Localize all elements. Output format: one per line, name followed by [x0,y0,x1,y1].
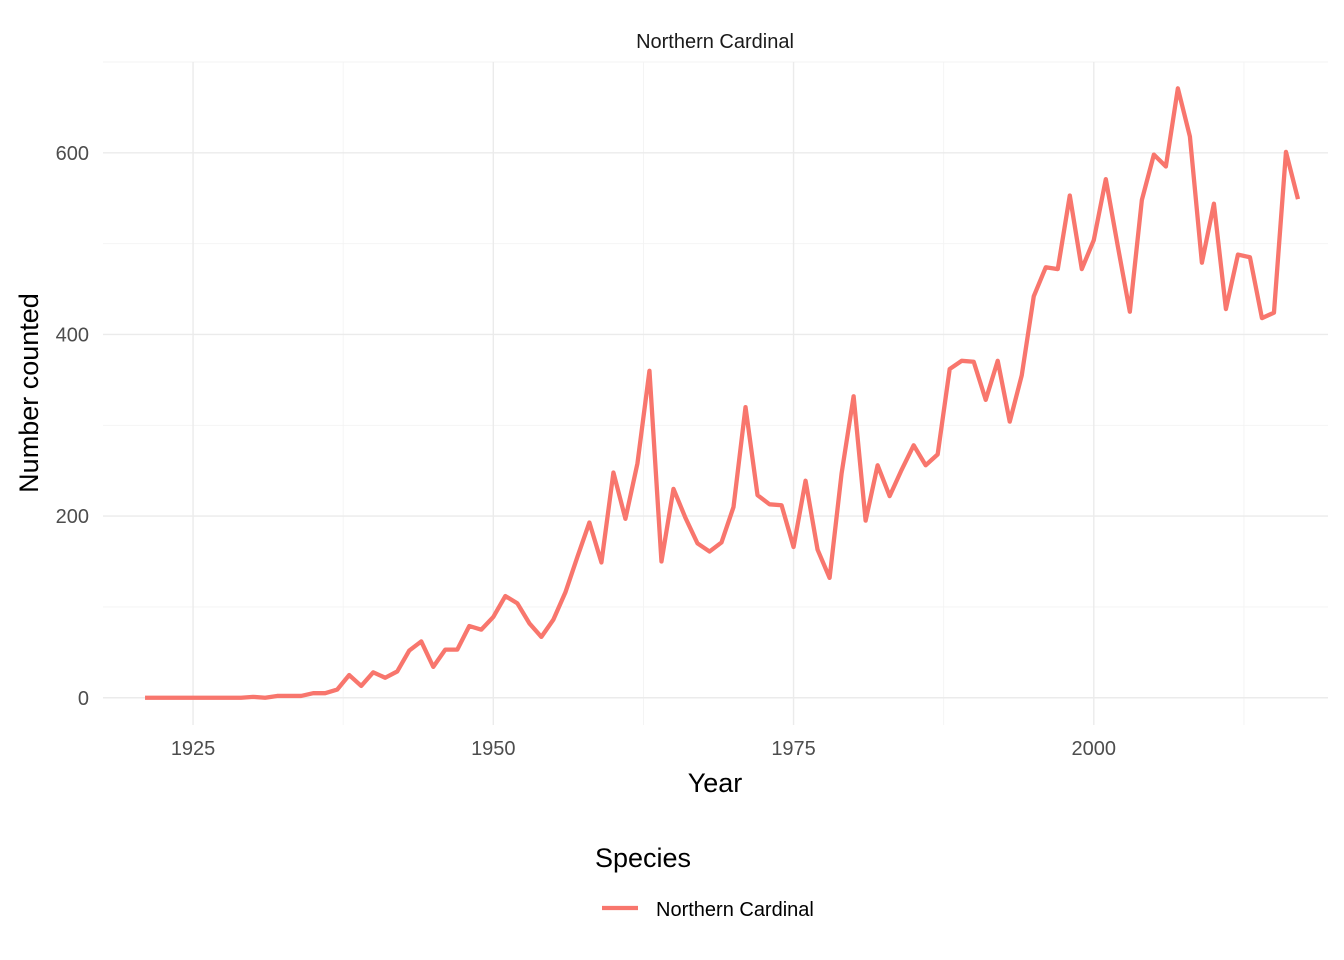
series-layer [145,86,1301,700]
x-tick-label: 2000 [1072,738,1117,760]
y-axis-title: Number counted [14,293,44,493]
facet-title: Northern Cardinal [636,31,794,53]
grid-lines [103,61,1328,725]
y-tick-label: 400 [56,324,89,346]
x-axis-ticks: 1925 1950 1975 2000 [171,738,1116,760]
x-axis-title: Year [688,768,743,798]
legend: Species Northern Cardinal [595,843,814,921]
y-tick-label: 0 [78,688,89,710]
y-tick-label: 600 [56,143,89,165]
series-line-northern-cardinal [145,86,1301,700]
legend-title: Species [595,843,691,873]
x-tick-label: 1925 [171,738,216,760]
x-tick-label: 1950 [471,738,516,760]
y-tick-label: 200 [56,506,89,528]
legend-label-northern-cardinal: Northern Cardinal [656,899,814,921]
y-axis-ticks: 0 200 400 600 [56,143,89,710]
x-tick-label: 1975 [771,738,816,760]
